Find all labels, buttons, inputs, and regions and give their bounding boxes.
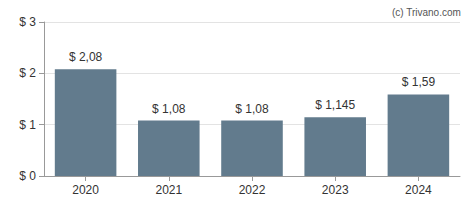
svg-text:$ 2,08: $ 2,08 (69, 50, 103, 64)
svg-text:2020: 2020 (72, 183, 99, 197)
svg-text:2024: 2024 (405, 183, 432, 197)
svg-text:(c) Trivano.com: (c) Trivano.com (392, 7, 461, 18)
svg-text:$ 1,08: $ 1,08 (152, 102, 186, 116)
svg-text:$ 3: $ 3 (19, 15, 36, 29)
svg-text:2023: 2023 (322, 183, 349, 197)
svg-text:2022: 2022 (239, 183, 266, 197)
svg-text:$ 2: $ 2 (19, 66, 36, 80)
svg-text:$ 1,59: $ 1,59 (402, 75, 436, 89)
svg-text:$ 1,145: $ 1,145 (315, 98, 355, 112)
svg-text:$ 0: $ 0 (19, 169, 36, 183)
svg-text:$ 1: $ 1 (19, 118, 36, 132)
svg-text:$ 1,08: $ 1,08 (235, 102, 269, 116)
svg-text:2021: 2021 (155, 183, 182, 197)
